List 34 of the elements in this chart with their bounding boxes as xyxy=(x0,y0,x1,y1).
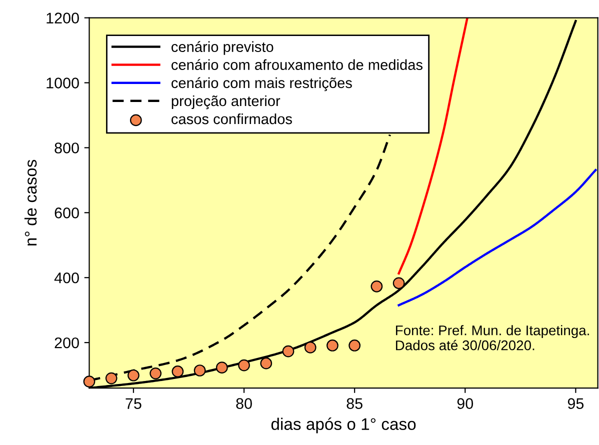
x-axis-title: dias após o 1° caso xyxy=(271,418,416,434)
annotation: Fonte: Pref. Mun. de Itapetinga. Dados até 30/06/2020. xyxy=(396,325,589,350)
legend-label: cenário com mais restrições xyxy=(172,77,352,92)
y-tick-label: 1200 xyxy=(46,12,79,24)
legend-label: cenário com afrouxamento de medidas xyxy=(172,59,422,70)
point xyxy=(326,340,338,352)
y-tick-label: 800 xyxy=(54,142,79,154)
legend-label: cenário previsto xyxy=(172,41,274,55)
y-tick-label: 600 xyxy=(54,208,79,218)
legend-label: projeção anterior xyxy=(172,95,280,110)
point xyxy=(83,376,96,388)
point xyxy=(150,367,162,380)
y-tick-label: 200 xyxy=(54,337,79,348)
point xyxy=(348,340,361,352)
y-tick-label: 1000 xyxy=(46,78,79,88)
point xyxy=(216,362,228,374)
point xyxy=(194,364,206,376)
point xyxy=(238,359,250,372)
point xyxy=(304,342,316,354)
point xyxy=(392,277,405,290)
x-tick-label: 80 xyxy=(236,398,252,409)
point xyxy=(172,366,184,378)
x-tick-label: 95 xyxy=(568,398,584,409)
point xyxy=(260,357,272,370)
y-axis-title: n° de casos xyxy=(24,160,37,246)
point xyxy=(370,280,383,292)
legend-label: casos confirmados xyxy=(172,113,292,124)
point xyxy=(282,345,294,358)
point xyxy=(105,372,118,384)
y-tick-label: 400 xyxy=(54,272,79,284)
x-tick-label: 75 xyxy=(126,398,142,409)
x-tick-label: 85 xyxy=(346,398,362,409)
x-tick-label: 90 xyxy=(457,398,474,409)
point xyxy=(128,369,140,382)
